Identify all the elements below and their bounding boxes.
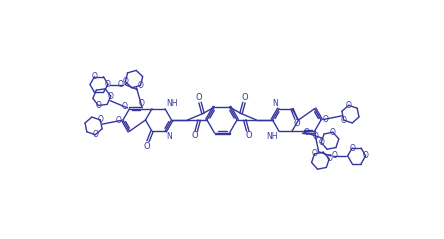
Text: O: O xyxy=(91,72,97,81)
Text: N: N xyxy=(166,132,172,141)
Text: O: O xyxy=(122,102,128,111)
Text: O: O xyxy=(330,128,336,137)
Text: O: O xyxy=(108,92,114,101)
Text: O: O xyxy=(138,81,143,90)
Text: O: O xyxy=(312,149,317,158)
Text: O: O xyxy=(115,116,121,125)
Text: O: O xyxy=(144,142,151,151)
Text: O: O xyxy=(92,130,98,139)
Text: O: O xyxy=(293,119,300,128)
Text: O: O xyxy=(346,101,352,110)
Text: O: O xyxy=(313,132,318,141)
Text: O: O xyxy=(138,99,144,109)
Text: O: O xyxy=(192,131,198,141)
Text: O: O xyxy=(332,151,337,160)
Text: O: O xyxy=(242,93,248,102)
Text: NH: NH xyxy=(166,99,178,108)
Text: O: O xyxy=(118,80,124,89)
Text: O: O xyxy=(97,115,103,125)
Text: O: O xyxy=(341,116,347,125)
Text: O: O xyxy=(196,93,202,102)
Text: O: O xyxy=(105,80,111,89)
Text: O: O xyxy=(326,154,332,163)
Text: NH: NH xyxy=(266,132,278,141)
Text: N: N xyxy=(272,99,278,108)
Text: O: O xyxy=(303,128,309,137)
Text: O: O xyxy=(323,114,329,124)
Text: O: O xyxy=(349,144,355,152)
Text: O: O xyxy=(318,138,324,147)
Text: O: O xyxy=(363,151,369,160)
Text: O: O xyxy=(95,101,101,110)
Text: O: O xyxy=(123,77,128,86)
Text: O: O xyxy=(246,131,252,141)
